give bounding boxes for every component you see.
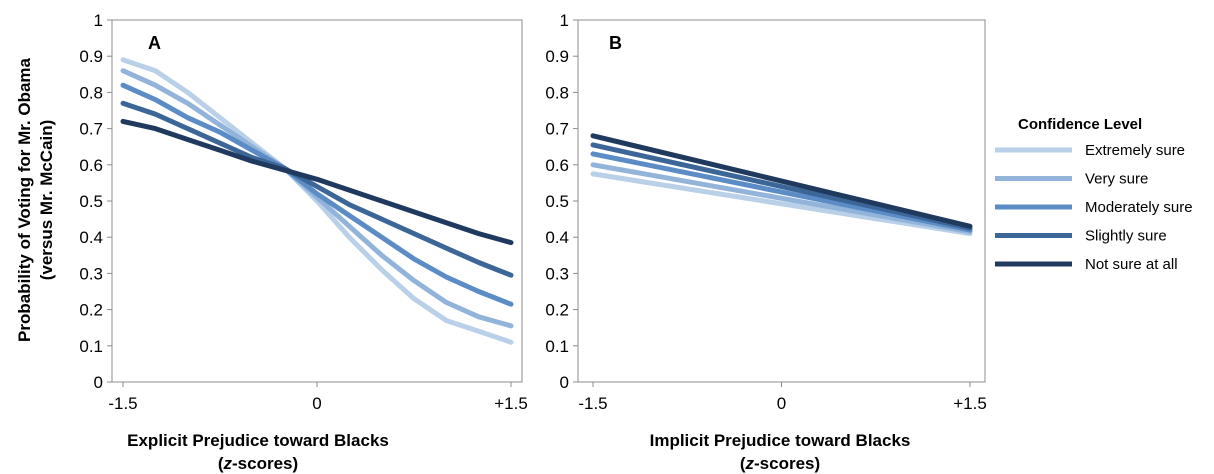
y-tick-label: 0.8 xyxy=(79,83,103,102)
y-tick-label: 0.4 xyxy=(79,228,103,247)
y-tick-label: 1 xyxy=(560,11,569,30)
x-tick-label: -1.5 xyxy=(108,394,137,413)
y-tick-label: 0.3 xyxy=(545,264,569,283)
y-tick-label: 0 xyxy=(94,373,103,392)
panel-label: A xyxy=(148,33,161,53)
legend-label: Slightly sure xyxy=(1085,228,1167,245)
y-tick-label: 0.2 xyxy=(79,301,103,320)
series-line-extremely-sure xyxy=(590,171,973,237)
y-tick-label: 0.7 xyxy=(79,120,103,139)
plot-frame xyxy=(577,19,986,383)
panel-b: 0 0.1 0.2 0.3 0.4 0.5 0.6 0.7 0.8 0.9 1 -1.5 0 +1.5 B I… xyxy=(545,11,986,473)
panel-a: 0 0.1 0.2 0.3 0.4 0.5 0.6 0.7 0.8 0.9 1 -1.5 0 +1.5 A E… xyxy=(79,11,527,473)
x-axis-subtitle: (z-scores) xyxy=(740,454,820,473)
y-tick-label: 1 xyxy=(94,11,103,30)
y-tick-label: 0.4 xyxy=(545,228,569,247)
x-axis-subtitle: (z-scores) xyxy=(218,454,298,473)
series-line-slightly-sure xyxy=(120,100,514,278)
y-axis-title-line1: Probability of Voting for Mr. Obama xyxy=(15,57,34,342)
y-tick-label: 0.8 xyxy=(545,83,569,102)
legend-label: Very sure xyxy=(1085,171,1148,188)
series-line-very-sure xyxy=(120,68,514,329)
y-tick-label: 0.3 xyxy=(79,264,103,283)
legend-label: Extremely sure xyxy=(1085,142,1185,159)
x-tick-label: +1.5 xyxy=(494,394,528,413)
series-line-not-sure-at-all xyxy=(590,133,973,229)
series-line-slightly-sure xyxy=(590,142,973,231)
series-line-extremely-sure xyxy=(120,57,514,345)
y-tick-label: 0.1 xyxy=(545,337,569,356)
y-tick-label: 0.9 xyxy=(545,47,569,66)
y-tick-label: 0.2 xyxy=(545,301,569,320)
y-tick-label: 0 xyxy=(560,373,569,392)
y-axis-title: Probability of Voting for Mr. Obama (ver… xyxy=(15,57,56,342)
y-tick-label: 0.6 xyxy=(545,156,569,175)
x-axis-title: Implicit Prejudice toward Blacks xyxy=(650,431,911,450)
y-tick-label: 0.5 xyxy=(79,192,103,211)
series-line-very-sure xyxy=(590,162,973,235)
panel-label: B xyxy=(609,33,622,53)
x-tick-label: +1.5 xyxy=(953,394,987,413)
legend-title: Confidence Level xyxy=(1018,116,1142,133)
y-tick-label: 0.9 xyxy=(79,47,103,66)
legend-label: Not sure at all xyxy=(1085,256,1178,273)
legend-label: Moderately sure xyxy=(1085,199,1193,216)
series-line-not-sure-at-all xyxy=(120,118,514,246)
x-tick-label: 0 xyxy=(777,394,786,413)
legend: Confidence Level Extremely sure Very sure… xyxy=(995,116,1193,273)
y-tick-label: 0.1 xyxy=(79,337,103,356)
series-line-moderately-sure xyxy=(590,151,973,233)
x-tick-label: -1.5 xyxy=(578,394,607,413)
series-line-moderately-sure xyxy=(120,82,514,307)
y-tick-label: 0.6 xyxy=(79,156,103,175)
y-tick-label: 0.5 xyxy=(545,192,569,211)
x-tick-label: 0 xyxy=(312,394,321,413)
y-tick-label: 0.7 xyxy=(545,120,569,139)
y-axis-title-line2: (versus Mr. McCain) xyxy=(37,120,56,281)
x-axis-title: Explicit Prejudice toward Blacks xyxy=(127,431,389,450)
